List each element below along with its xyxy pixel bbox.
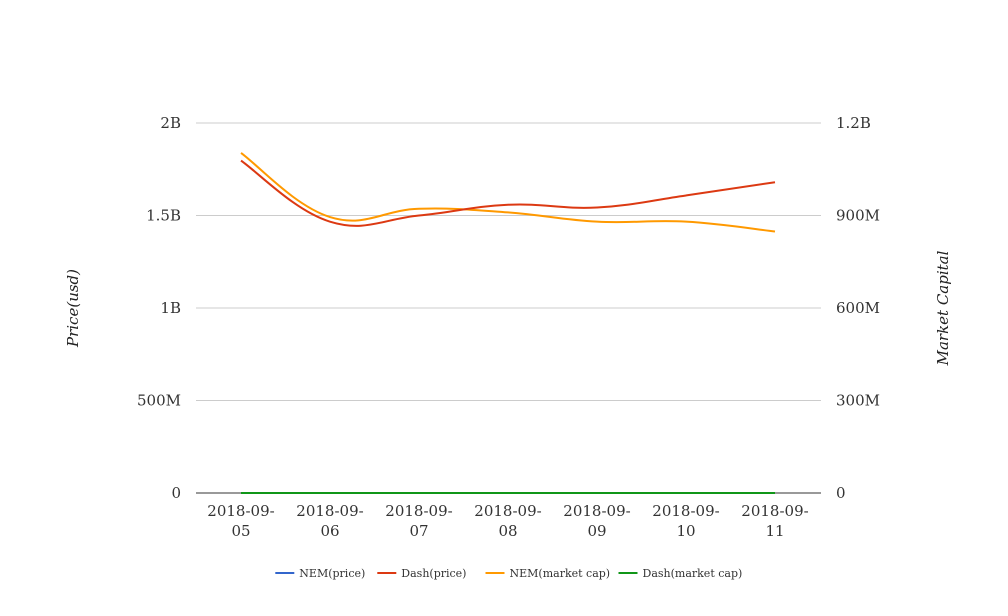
legend-item[interactable]: Dash(price) xyxy=(377,567,466,580)
left-tick-label: 1B xyxy=(160,299,181,317)
right-tick-label: 300M xyxy=(836,392,880,410)
left-tick-label: 0 xyxy=(171,484,181,502)
legend-item[interactable]: NEM(price) xyxy=(275,567,365,580)
x-tick-label: 2018-09-07 xyxy=(385,502,452,540)
legend-item[interactable]: Dash(market cap) xyxy=(618,567,743,580)
series-line-dash-price xyxy=(240,159,776,227)
left-axis-title: Price(usd) xyxy=(64,269,82,348)
right-tick-label: 600M xyxy=(836,299,880,317)
series-line-nem-market-cap xyxy=(240,152,776,233)
series-lines xyxy=(240,152,776,495)
legend-label: NEM(market cap) xyxy=(510,567,611,580)
left-tick-label: 500M xyxy=(137,392,181,410)
legend-label: NEM(price) xyxy=(299,567,365,580)
legend-label: Dash(price) xyxy=(401,567,466,580)
x-tick-label: 2018-09-08 xyxy=(474,502,541,540)
x-tick-label: 2018-09-09 xyxy=(563,502,630,540)
legend-item[interactable]: NEM(market cap) xyxy=(485,567,611,580)
x-tick-label: 2018-09-11 xyxy=(741,502,808,540)
right-tick-label: 900M xyxy=(836,207,880,225)
legend: NEM(price) Dash(price) NEM(market cap) Dash… xyxy=(275,567,742,580)
x-tick-label: 2018-09-06 xyxy=(296,502,363,540)
x-tick-label: 2018-09-10 xyxy=(652,502,719,540)
right-tick-label: 1.2B xyxy=(836,114,871,132)
left-tick-label: 1.5B xyxy=(146,207,181,225)
left-tick-label: 2B xyxy=(160,114,181,132)
right-y-axis-ticks: 0 300M 600M 900M 1.2B xyxy=(836,114,880,502)
left-y-axis-ticks: 0 500M 1B 1.5B 2B xyxy=(137,114,181,502)
right-axis-title: Market Capital xyxy=(934,250,952,366)
x-axis-ticks: 2018-09-05 2018-09-06 2018-09-07 2018-09-08… xyxy=(207,502,808,540)
x-tick-label: 2018-09-05 xyxy=(207,502,274,540)
grid-lines xyxy=(196,122,821,401)
legend-label: Dash(market cap) xyxy=(643,567,743,580)
right-tick-label: 0 xyxy=(836,484,846,502)
